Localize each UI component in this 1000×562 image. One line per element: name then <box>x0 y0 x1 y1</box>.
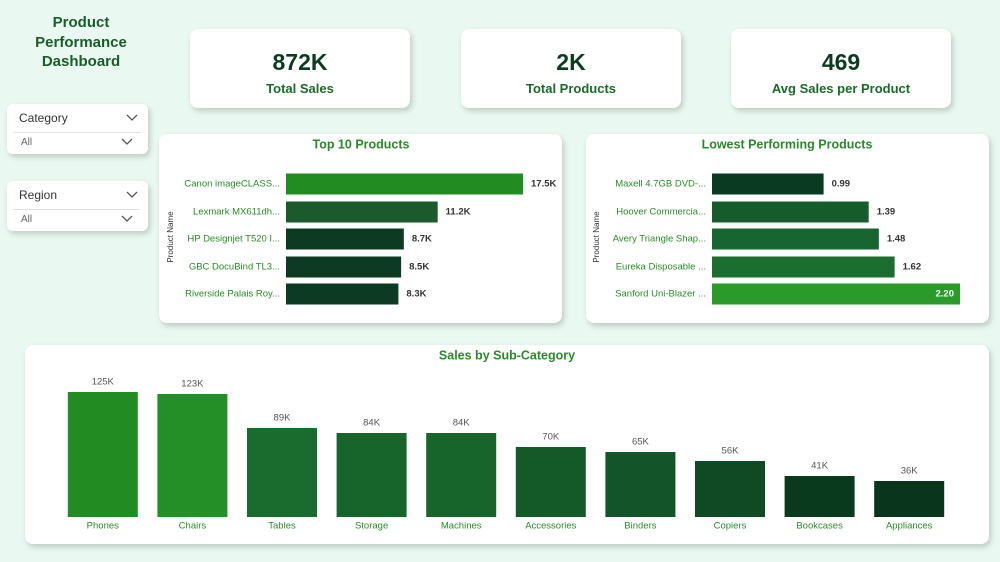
data-label: 123K <box>181 379 204 390</box>
bar <box>874 481 945 517</box>
category-label: Sanford Uni-Blazer ... <box>615 289 706 300</box>
filter-selection: All <box>21 137 33 148</box>
collapse-icon[interactable] <box>126 191 138 199</box>
data-label: 84K <box>453 418 471 429</box>
data-label: 41K <box>811 461 829 472</box>
data-label: 84K <box>363 418 381 429</box>
data-label: 125K <box>92 377 115 388</box>
filter-slicer[interactable]: Region All <box>7 181 148 231</box>
chart-title: Top 10 Products <box>312 137 409 151</box>
kpi-value: 872K <box>272 49 328 75</box>
data-label: 36K <box>901 466 919 477</box>
chart-title: Lowest Performing Products <box>702 137 873 151</box>
data-label: 0.99 <box>832 179 851 190</box>
bar <box>247 428 317 517</box>
bar <box>515 447 586 517</box>
category-label: HP Designjet T520 I... <box>187 234 280 245</box>
bar <box>712 173 824 195</box>
y-axis-title: Product Name <box>166 211 175 263</box>
kpi-card: 2K Total Products <box>461 29 681 108</box>
x-tick-label: Tables <box>268 521 296 532</box>
category-label: Riverside Palais Roy... <box>185 289 280 300</box>
bar <box>712 256 895 278</box>
kpi-card: 469 Avg Sales per Product <box>731 29 951 108</box>
dropdown-icon <box>121 138 133 145</box>
bar <box>605 452 676 517</box>
data-label: 1.48 <box>887 234 906 245</box>
bar <box>286 173 523 195</box>
bar <box>286 283 399 305</box>
x-tick-label: Storage <box>355 521 388 532</box>
kpi-label: Total Sales <box>266 81 334 96</box>
bar <box>426 433 497 517</box>
x-tick-label: Phones <box>87 521 119 532</box>
filter-label: Category <box>19 111 68 125</box>
category-label: Lexmark MX611dh... <box>193 207 280 218</box>
data-label: 8.7K <box>412 234 432 245</box>
kpi-label: Avg Sales per Product <box>771 81 911 96</box>
data-label: 8.5K <box>409 262 429 273</box>
filter-label: Region <box>19 188 58 202</box>
category-label: Maxell 4.7GB DVD-... <box>615 179 706 190</box>
x-tick-label: Binders <box>624 521 656 532</box>
x-tick-label: Accessories <box>525 521 576 532</box>
filter-dropdown[interactable]: All <box>13 209 140 228</box>
data-label: 1.62 <box>903 262 922 273</box>
bar <box>712 228 879 250</box>
data-label: 11.2K <box>446 207 471 218</box>
chart-title: Sales by Sub-Category <box>439 348 575 362</box>
bar <box>695 461 765 517</box>
dropdown-icon <box>121 215 133 222</box>
filter-slicer[interactable]: Category All <box>7 104 148 154</box>
data-label: 1.39 <box>877 207 896 218</box>
x-tick-label: Copiers <box>714 521 747 532</box>
x-tick-label: Bookcases <box>796 521 843 532</box>
bar <box>157 394 228 517</box>
data-label: 2.20 <box>936 289 955 300</box>
collapse-icon[interactable] <box>126 114 138 122</box>
x-tick-label: Chairs <box>179 521 207 532</box>
bar <box>712 201 869 223</box>
data-label: 8.3K <box>406 289 426 300</box>
bar <box>712 283 960 305</box>
bar <box>784 476 855 517</box>
filter-dropdown[interactable]: All <box>13 132 140 151</box>
bar <box>286 228 404 250</box>
category-label: GBC DocuBind TL3... <box>189 262 280 273</box>
dashboard-title: Product Performance Dashboard <box>35 14 127 70</box>
data-label: 17.5K <box>531 179 556 190</box>
x-tick-label: Machines <box>441 521 482 532</box>
category-label: Canon imageCLASS... <box>184 179 280 190</box>
category-label: Avery Triangle Shap... <box>613 234 706 245</box>
bar <box>67 392 138 517</box>
category-label: Hoover Commercia... <box>616 207 706 218</box>
kpi-label: Total Products <box>525 81 617 96</box>
kpi-value: 469 <box>821 49 861 75</box>
data-label: 65K <box>632 437 650 448</box>
data-label: 56K <box>722 446 740 457</box>
bar <box>336 433 407 517</box>
kpi-card: 872K Total Sales <box>190 29 410 108</box>
bar <box>286 256 402 278</box>
x-tick-label: Appliances <box>886 521 933 532</box>
y-axis-title: Product Name <box>592 211 601 263</box>
bar <box>286 201 438 223</box>
kpi-value: 2K <box>556 49 586 75</box>
data-label: 70K <box>542 432 560 443</box>
category-label: Eureka Disposable ... <box>616 262 706 273</box>
data-label: 89K <box>274 413 292 424</box>
filter-selection: All <box>21 214 33 225</box>
